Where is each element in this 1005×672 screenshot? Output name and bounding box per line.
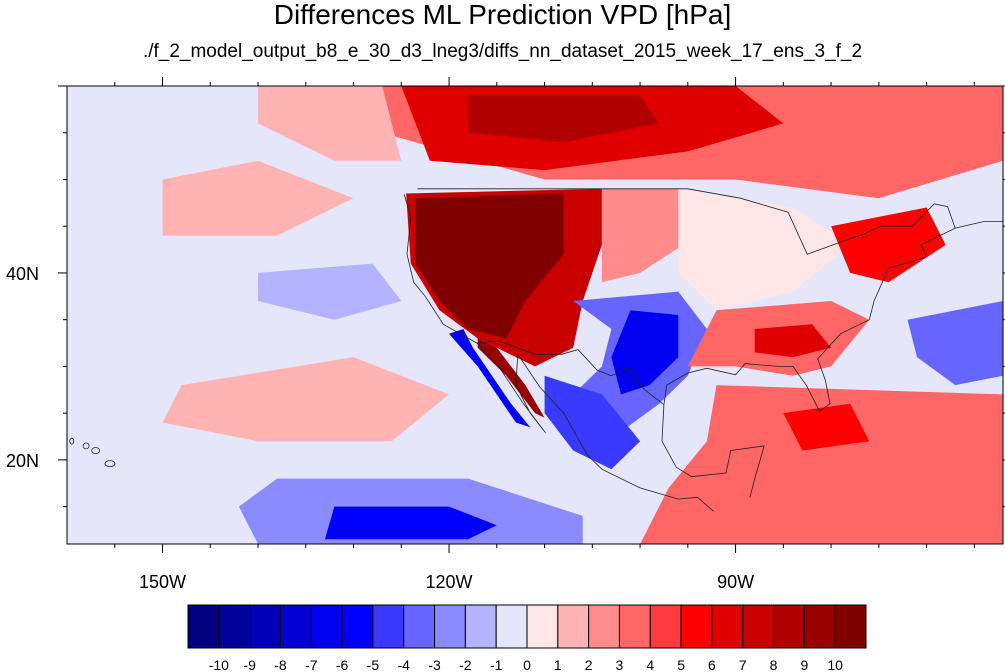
colorbar-label: -8	[274, 657, 287, 672]
region-pacific-blue-mid	[258, 263, 402, 320]
region-plains-pink	[601, 188, 698, 283]
lat-tick-label: 40N	[6, 264, 39, 284]
region-pacific-pink-north	[162, 160, 354, 236]
colorbar-label: 4	[646, 657, 654, 672]
region-pacific-blue-core	[324, 506, 497, 540]
colorbar-swatch	[218, 604, 251, 649]
colorbar-swatch	[742, 604, 775, 649]
map-frame	[66, 85, 1004, 545]
region-texas-deep-blue	[611, 310, 679, 395]
colorbar-label: 1	[554, 657, 562, 672]
colorbar-label: 9	[800, 657, 808, 672]
hawaii-island	[91, 447, 101, 454]
region-west-us-core	[415, 193, 564, 339]
region-baja-coast-blue	[449, 329, 531, 428]
region-north-pacific-pink	[258, 86, 402, 161]
lat-tick-label: 20N	[6, 451, 39, 471]
lon-tick-label: 150W	[139, 572, 186, 592]
colorbar-swatch	[803, 604, 836, 649]
colorbar-label: -7	[305, 657, 318, 672]
region-atlantic-blue	[907, 301, 1003, 386]
region-canada-core	[468, 95, 660, 143]
region-caribbean-pink	[640, 385, 1003, 544]
lon-tick-label: 120W	[426, 572, 473, 592]
axis-labels: 150W 120W 90W 40N 20N	[6, 264, 754, 592]
coastline-0	[403, 194, 714, 512]
us-canada-border	[417, 188, 956, 255]
colorbar-label: 2	[585, 657, 593, 672]
colorbar-swatch	[773, 604, 805, 649]
colorbar-swatch	[711, 604, 744, 649]
colorbar-swatch	[279, 604, 312, 649]
colorbar-swatch	[341, 604, 374, 649]
colorbar-label: -2	[459, 657, 472, 672]
colorbar-swatch	[557, 604, 590, 649]
colorbar-swatch	[649, 604, 682, 649]
lon-tick-label: 90W	[717, 572, 754, 592]
colorbar-label: -5	[367, 657, 380, 672]
colorbar-label: 3	[616, 657, 624, 672]
colorbar-swatch	[495, 604, 528, 649]
colorbar-label: -4	[398, 657, 411, 672]
plot-title: Differences ML Prediction VPD [hPa]	[273, 0, 732, 30]
plot-subtitle: ./f_2_model_output_b8_e_30_d3_lneg3/diff…	[142, 41, 863, 62]
colorbar-label: 7	[739, 657, 747, 672]
axis-ticks	[58, 77, 1005, 553]
colorbar-swatch	[249, 604, 281, 649]
colorbar-label: -9	[243, 657, 256, 672]
colorbar-label: -10	[209, 657, 229, 672]
colorbar-label: 5	[677, 657, 685, 672]
colorbar-label: -1	[490, 657, 503, 672]
colorbar-label: 0	[523, 657, 531, 672]
colorbar-swatch	[310, 604, 343, 649]
colorbar-label: -6	[336, 657, 349, 672]
colorbar-label: -3	[428, 657, 441, 672]
colorbar-swatch	[464, 604, 497, 649]
region-mexico-blue	[544, 375, 641, 470]
us-mexico-border	[476, 340, 665, 406]
colorbar-swatch	[526, 604, 559, 649]
colorbar-swatch	[372, 604, 405, 649]
hawaii-island	[82, 442, 90, 450]
region-northeast-red	[831, 207, 946, 283]
hawaii-island	[69, 437, 75, 445]
colorbar-label: 10	[827, 657, 843, 672]
region-midwest-white	[678, 188, 851, 311]
coastline-2	[661, 404, 765, 498]
colorbar-label: 8	[770, 657, 778, 672]
hawaii-island	[104, 460, 116, 468]
coastlines-and-borders	[69, 188, 1003, 512]
region-southeast-red	[754, 324, 832, 358]
colorbar-label: 6	[708, 657, 716, 672]
coastline-1	[663, 221, 1003, 412]
colorbar-swatch	[834, 604, 867, 649]
colorbar-swatch	[618, 604, 651, 649]
map-field	[67, 86, 1003, 544]
region-baja-strip	[477, 338, 545, 418]
region-caribbean-red	[783, 403, 870, 451]
colorbar-swatch	[403, 604, 436, 649]
colorbar: -10 -9 -8 -7 -6 -5 -4 -3 -2 -1 0 1 2 3 4 5 6 7 8 9 10	[187, 604, 867, 672]
colorbar-swatch	[434, 604, 466, 649]
region-pacific-pink-band	[162, 357, 449, 442]
colorbar-swatch	[187, 604, 220, 649]
colorbar-swatch	[680, 604, 713, 649]
colorbar-swatch	[588, 604, 620, 649]
